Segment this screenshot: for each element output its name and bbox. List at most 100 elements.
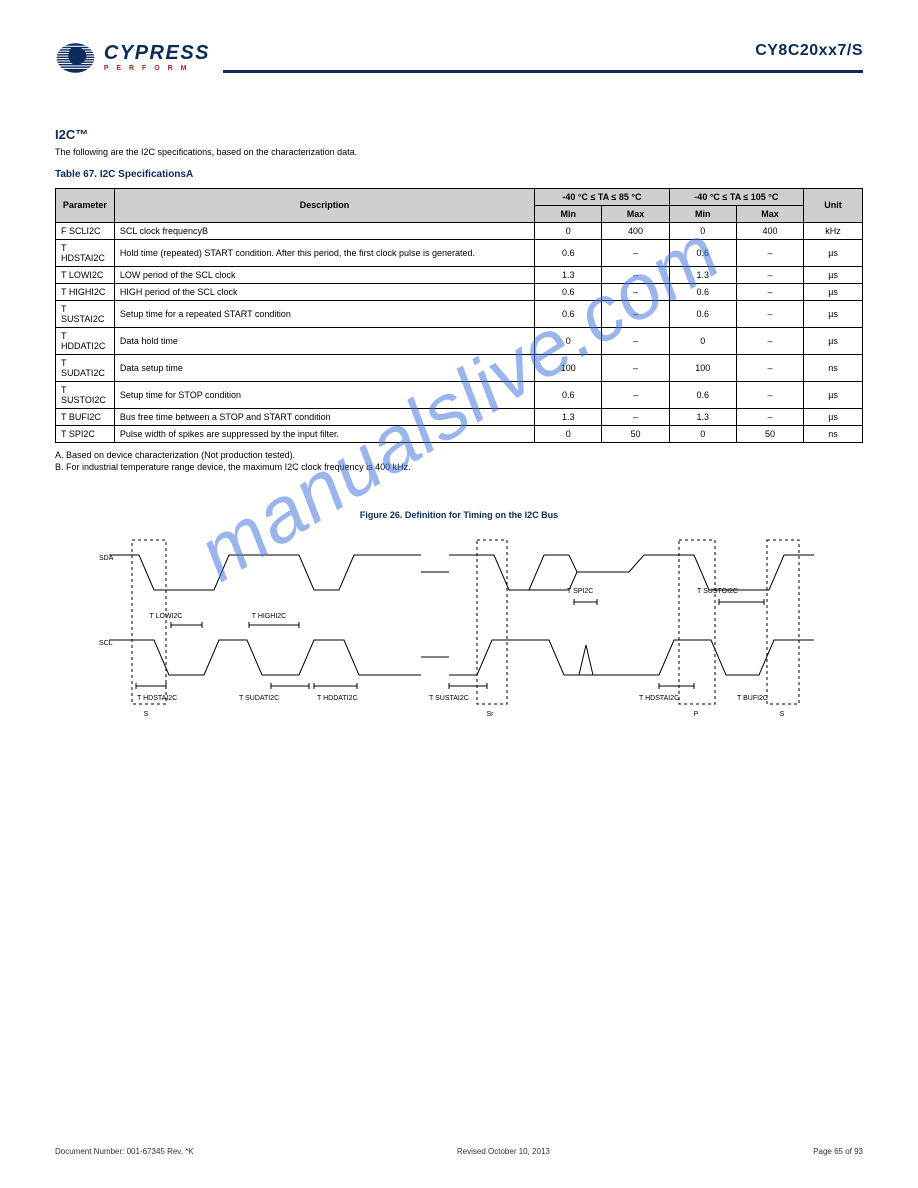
table-cell: 0 <box>669 425 736 442</box>
svg-text:T HIGHI2C: T HIGHI2C <box>252 613 287 620</box>
section-title: I2C™ <box>55 127 863 142</box>
table-cell: – <box>602 283 669 300</box>
th-temp1: -40 °C ≤ TA ≤ 85 °C <box>535 188 669 205</box>
table-cell: – <box>602 408 669 425</box>
table-cell: HIGH period of the SCL clock <box>114 283 534 300</box>
table-cell: 0.6 <box>535 283 602 300</box>
table-cell: – <box>736 327 803 354</box>
th-temp2: -40 °C ≤ TA ≤ 105 °C <box>669 188 803 205</box>
part-number: CY8C20xx7/S <box>755 42 863 60</box>
table-cell: – <box>602 239 669 266</box>
footer-doc: Document Number: 001-67345 Rev. *K <box>55 1147 194 1156</box>
table-cell: µs <box>804 408 863 425</box>
table-cell: 0.6 <box>535 381 602 408</box>
table-row: T SUSTAI2CSetup time for a repeated STAR… <box>56 300 863 327</box>
table-title: Table 67. I2C SpecificationsA <box>55 169 863 180</box>
svg-text:P: P <box>694 711 699 718</box>
table-cell: kHz <box>804 222 863 239</box>
table-head: Parameter Description -40 °C ≤ TA ≤ 85 °… <box>56 188 863 222</box>
table-cell: – <box>736 283 803 300</box>
table-cell: – <box>602 354 669 381</box>
footer-page: Page 65 of 93 <box>813 1147 863 1156</box>
table-cell: 0 <box>669 222 736 239</box>
table-cell: µs <box>804 266 863 283</box>
footnotes: A. Based on device characterization (Not… <box>55 449 863 474</box>
table-cell: T SUSTAI2C <box>56 300 115 327</box>
table-cell: – <box>736 239 803 266</box>
table-cell: 0.6 <box>669 381 736 408</box>
table-cell: µs <box>804 327 863 354</box>
table-row: Parameter Description -40 °C ≤ TA ≤ 85 °… <box>56 188 863 205</box>
table-row: T HDSTAI2CHold time (repeated) START con… <box>56 239 863 266</box>
table-row: T HIGHI2CHIGH period of the SCL clock0.6… <box>56 283 863 300</box>
table-cell: – <box>736 381 803 408</box>
table-cell: 50 <box>736 425 803 442</box>
table-cell: T HDDATI2C <box>56 327 115 354</box>
th-max1: Max <box>602 205 669 222</box>
table-cell: T HIGHI2C <box>56 283 115 300</box>
footer: Document Number: 001-67345 Rev. *K Revis… <box>55 1147 863 1156</box>
table-cell: – <box>602 381 669 408</box>
svg-text:S: S <box>144 711 149 718</box>
table-cell: 1.3 <box>669 266 736 283</box>
header-right: CY8C20xx7/S <box>210 42 863 73</box>
svg-text:T BUFI2C: T BUFI2C <box>737 695 768 702</box>
table-cell: Bus free time between a STOP and START c… <box>114 408 534 425</box>
page: CYPRESS P E R F O R M CY8C20xx7/S manual… <box>0 0 918 1188</box>
table-cell: SCL clock frequencyB <box>114 222 534 239</box>
svg-text:Sr: Sr <box>487 711 495 718</box>
table-cell: 0.6 <box>669 300 736 327</box>
svg-text:T SPI2C: T SPI2C <box>567 588 593 595</box>
th-desc: Description <box>114 188 534 222</box>
table-cell: – <box>736 408 803 425</box>
table-cell: ns <box>804 425 863 442</box>
sda-label: SDA <box>99 555 114 562</box>
svg-text:T SUDATI2C: T SUDATI2C <box>239 695 279 702</box>
table-cell: 0.6 <box>669 239 736 266</box>
table-cell: T BUFI2C <box>56 408 115 425</box>
scl-label: SCL <box>99 640 113 647</box>
svg-text:T SUSTOI2C: T SUSTOI2C <box>697 588 738 595</box>
table-cell: 0.6 <box>535 239 602 266</box>
th-min2: Min <box>669 205 736 222</box>
table-cell: ns <box>804 354 863 381</box>
table-cell: Pulse width of spikes are suppressed by … <box>114 425 534 442</box>
header: CYPRESS P E R F O R M CY8C20xx7/S <box>0 0 918 85</box>
table-cell: 100 <box>535 354 602 381</box>
table-cell: 0 <box>535 327 602 354</box>
table-row: T SPI2CPulse width of spikes are suppres… <box>56 425 863 442</box>
svg-text:T HDSTAI2C: T HDSTAI2C <box>137 695 177 702</box>
table-cell: T SUDATI2C <box>56 354 115 381</box>
th-param: Parameter <box>56 188 115 222</box>
spec-table: Parameter Description -40 °C ≤ TA ≤ 85 °… <box>55 188 863 443</box>
figure: Figure 26. Definition for Timing on the … <box>55 510 863 740</box>
table-cell: 1.3 <box>535 266 602 283</box>
table-cell: 0 <box>669 327 736 354</box>
th-unit: Unit <box>804 188 863 222</box>
table-cell: Setup time for STOP condition <box>114 381 534 408</box>
table-cell: 50 <box>602 425 669 442</box>
footnote-a: A. Based on device characterization (Not… <box>55 449 863 462</box>
table-cell: 1.3 <box>535 408 602 425</box>
logo-tagline: P E R F O R M <box>104 65 210 72</box>
table-cell: – <box>602 327 669 354</box>
intro-text: The following are the I2C specifications… <box>55 146 863 159</box>
table-cell: – <box>602 266 669 283</box>
table-cell: 400 <box>602 222 669 239</box>
table-row: T SUDATI2CData setup time100–100–ns <box>56 354 863 381</box>
table-cell: 0 <box>535 222 602 239</box>
table-cell: – <box>736 300 803 327</box>
footer-date: Revised October 10, 2013 <box>457 1147 550 1156</box>
table-cell: Setup time for a repeated START conditio… <box>114 300 534 327</box>
table-cell: Data hold time <box>114 327 534 354</box>
svg-text:T LOWI2C: T LOWI2C <box>150 613 183 620</box>
logo-name: CYPRESS <box>104 43 210 63</box>
table-cell: T HDSTAI2C <box>56 239 115 266</box>
table-cell: LOW period of the SCL clock <box>114 266 534 283</box>
footnote-b: B. For industrial temperature range devi… <box>55 461 863 474</box>
table-cell: 400 <box>736 222 803 239</box>
table-cell: 100 <box>669 354 736 381</box>
logo-text: CYPRESS P E R F O R M <box>104 43 210 72</box>
svg-text:T HDDATI2C: T HDDATI2C <box>317 695 358 702</box>
figure-title: Figure 26. Definition for Timing on the … <box>55 510 863 520</box>
